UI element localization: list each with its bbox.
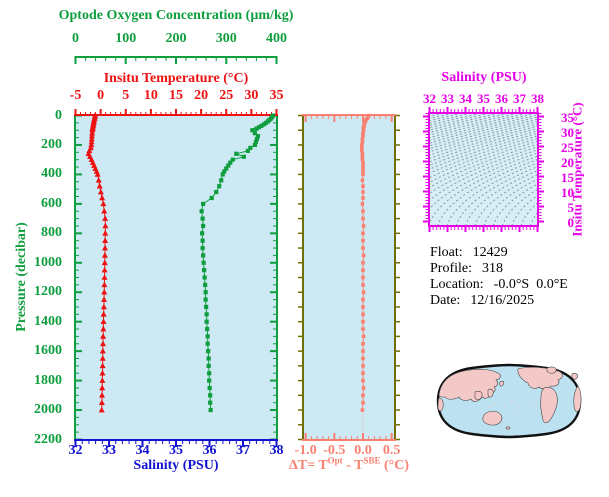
float-label: Float: (430, 245, 463, 260)
oxygen-tick-label: 200 (165, 31, 187, 46)
ts-salinity-title: Salinity (PSU) (441, 70, 527, 85)
pressure-tick-label: 1400 (34, 313, 62, 329)
ts-salinity-tick-label: 37 (513, 91, 526, 106)
ts-salinity-tick-label: 33 (441, 91, 454, 106)
pressure-tick-label: 1800 (34, 372, 62, 388)
ts-salinity-tick-label: 34 (459, 91, 472, 106)
delta-t-label-post: (°C) (380, 458, 409, 473)
delta-t-label-pre: ΔT= T (288, 458, 328, 473)
pressure-tick-label: 200 (41, 136, 62, 152)
map-india (474, 390, 483, 401)
delta-t-tick-label: 0.0 (354, 443, 372, 458)
oxygen-axis-title: Optode Oxygen Concentration (µm/kg) (58, 8, 294, 23)
delta-t-label-mid: - T (342, 458, 364, 473)
map-africa-right-edge (573, 385, 582, 412)
map-australia (482, 410, 503, 426)
temperature-tick-label: 20 (194, 88, 209, 103)
temperature-tick-label: 15 (169, 88, 183, 103)
temperature-tick-label: 30 (244, 88, 259, 103)
ts-temperature-tick-label: 0 (567, 214, 575, 230)
ts-temperature-tick-label: 35 (561, 109, 574, 125)
salinity-tick-label: 37 (236, 443, 250, 458)
ts-temperature-tick-label: 5 (567, 199, 575, 215)
map-pacific-islands (489, 399, 533, 413)
salinity-axis-title: Salinity (PSU) (133, 458, 219, 473)
salinity-tick-label: 36 (202, 443, 217, 458)
location-label: Location: (430, 277, 484, 292)
float-value: 12429 (472, 245, 508, 260)
pressure-tick-label: 2000 (34, 402, 62, 418)
profile-label: Profile: (430, 261, 472, 276)
pressure-tick-label: 800 (41, 225, 62, 241)
ts-temperature-tick-label: 20 (561, 154, 574, 170)
delta-t-tick-label: -0.5 (323, 443, 346, 458)
date-value: 12/16/2025 (470, 293, 535, 308)
delta-t-label-sup-opt: Opt (327, 455, 343, 466)
date-info-row: Date: 12/16/2025 (430, 293, 534, 309)
ts-temperature-tick-label: 15 (561, 169, 574, 185)
delta-t-tick-label: 0.5 (382, 443, 401, 458)
map-new-zealand (505, 426, 511, 430)
salinity-tick-label: 34 (135, 443, 150, 458)
map-japan (499, 380, 505, 387)
oxygen-tick-label: 300 (215, 31, 237, 46)
profile-info-row: Profile: 318 (430, 261, 503, 277)
date-label: Date: (430, 293, 461, 308)
pressure-tick-label: 600 (41, 195, 62, 211)
oxygen-tick-label: 0 (72, 31, 79, 46)
location-value: -0.0°S 0.0°E (493, 277, 568, 292)
temperature-tick-label: -5 (69, 88, 82, 103)
map-south-america (540, 386, 558, 424)
ts-salinity-tick-label: 36 (495, 91, 508, 106)
ts-salinity-tick-label: 35 (477, 91, 490, 106)
temperature-tick-label: 5 (122, 88, 130, 103)
salinity-tick-label: 38 (269, 443, 284, 458)
delta-t-label-sup-sbe: SBE (363, 455, 381, 466)
delta-t-axis-title: ΔT= TOpt - TSBE (°C) (284, 455, 414, 474)
ts-salinity-tick-label: 32 (423, 91, 436, 106)
temperature-tick-label: 25 (219, 88, 234, 103)
pressure-tick-label: 2200 (34, 431, 62, 447)
oxygen-tick-label: 100 (115, 31, 137, 46)
temperature-tick-label: 10 (143, 88, 158, 103)
world-map (436, 363, 582, 439)
map-indochina (487, 388, 494, 398)
map-africa-left-edge (437, 397, 444, 412)
oxygen-tick-label: 400 (266, 31, 287, 46)
pressure-tick-label: 0 (55, 107, 62, 123)
pressure-tick-label: 400 (41, 166, 62, 182)
pressure-tick-label: 1600 (34, 343, 62, 359)
pressure-tick-label: 1200 (34, 284, 62, 300)
ts-temperature-tick-label: 30 (561, 124, 574, 140)
delta-t-tick-label: -1.0 (294, 443, 317, 458)
profile-value: 318 (482, 261, 503, 276)
map-europe-right-edge (571, 373, 578, 380)
temperature-tick-label: 35 (269, 88, 284, 103)
ts-temperature-tick-label: 25 (561, 139, 574, 155)
salinity-tick-label: 33 (102, 443, 116, 458)
salinity-tick-label: 35 (169, 443, 183, 458)
salinity-tick-label: 32 (68, 443, 83, 458)
map-greenland (546, 366, 557, 374)
ts-temperature-tick-label: 10 (561, 184, 574, 200)
temperature-axis-title: Insitu Temperature (°C) (103, 71, 249, 86)
pressure-tick-label: 1000 (34, 254, 62, 270)
location-info-row: Location: -0.0°S 0.0°E (430, 277, 568, 293)
ts-salinity-tick-label: 38 (531, 91, 544, 106)
float-info-row: Float: 12429 (430, 245, 508, 261)
temperature-tick-label: 0 (97, 88, 105, 103)
